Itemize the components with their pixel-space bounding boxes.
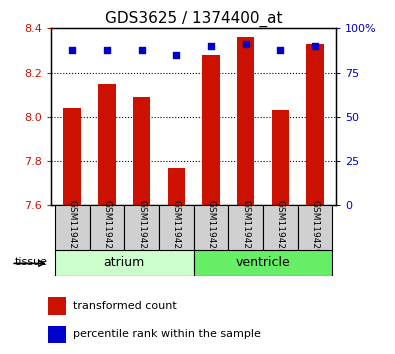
Text: transformed count: transformed count (73, 301, 177, 311)
Text: GSM119426: GSM119426 (207, 200, 215, 255)
FancyBboxPatch shape (124, 205, 159, 250)
Bar (64, 108, 81, 205)
Text: tissue: tissue (14, 257, 47, 267)
Text: GSM119429: GSM119429 (310, 200, 320, 255)
Point (69, 47, 75, 52)
FancyBboxPatch shape (159, 205, 194, 250)
Title: GDS3625 / 1374400_at: GDS3625 / 1374400_at (105, 11, 282, 27)
Bar (202, 55, 220, 205)
Bar (272, 110, 289, 205)
Text: GSM119428: GSM119428 (276, 200, 285, 255)
Point (138, 47, 145, 52)
FancyBboxPatch shape (55, 250, 194, 276)
Point (243, 41, 249, 47)
Point (103, 47, 110, 52)
Text: percentile rank within the sample: percentile rank within the sample (73, 329, 261, 339)
Point (277, 47, 284, 52)
Bar (48, 297, 66, 315)
Text: GSM119423: GSM119423 (102, 200, 111, 255)
Bar (98, 84, 115, 205)
FancyBboxPatch shape (297, 205, 332, 250)
Point (208, 43, 214, 49)
Text: atrium: atrium (103, 256, 145, 269)
FancyBboxPatch shape (194, 205, 228, 250)
Bar (306, 44, 324, 205)
FancyBboxPatch shape (194, 250, 332, 276)
FancyBboxPatch shape (90, 205, 124, 250)
Text: ventricle: ventricle (235, 256, 290, 269)
FancyBboxPatch shape (55, 205, 90, 250)
Bar (133, 97, 150, 205)
Point (312, 43, 318, 49)
Point (173, 52, 179, 58)
FancyBboxPatch shape (228, 205, 263, 250)
FancyBboxPatch shape (263, 205, 297, 250)
Text: GSM119425: GSM119425 (172, 200, 181, 255)
Text: GSM119427: GSM119427 (241, 200, 250, 255)
Bar (48, 326, 66, 343)
Bar (237, 37, 254, 205)
Bar (167, 168, 185, 205)
Text: GSM119424: GSM119424 (137, 200, 146, 255)
Text: GSM119422: GSM119422 (68, 200, 77, 255)
